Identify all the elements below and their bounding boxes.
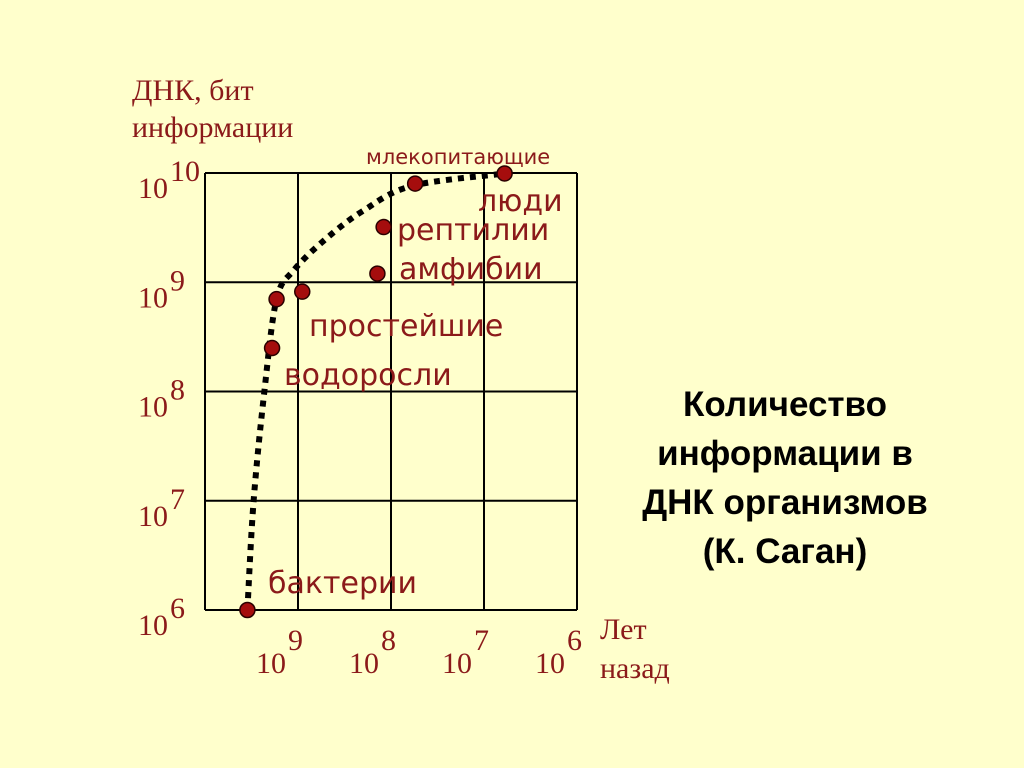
label-bacteria: бактерии [268, 566, 417, 601]
y-tick-exponent-4: 10 [170, 155, 200, 188]
data-point-0 [239, 601, 256, 619]
x-tick-label-3: 10 [535, 647, 565, 680]
y-axis-label-line-1: ДНК, бит [132, 74, 254, 107]
y-tick-label-4: 10 [138, 172, 168, 205]
x-tick-label-0: 10 [256, 647, 286, 680]
data-point-2 [268, 290, 285, 308]
x-axis-label-line-1: Лет [600, 613, 647, 646]
x-axis-label-line-2: назад [600, 652, 670, 685]
label-algae: водоросли [284, 358, 452, 393]
slide-title: Количество информации в ДНК организмов (… [610, 380, 960, 576]
slide-title-line-3: ДНК организмов [642, 483, 928, 522]
y-tick-label-0: 10 [138, 609, 168, 642]
x-tick-exponent-1: 8 [381, 624, 396, 657]
trend-curve [244, 170, 506, 611]
slide-title-line-1: Количество [683, 385, 887, 424]
label-mammals: млекопитающие [366, 145, 550, 169]
label-humans: люди [478, 184, 563, 219]
point-labels: бактерии водоросли простейшие амфибии рептил… [268, 145, 563, 601]
data-point-6 [406, 175, 424, 192]
y-tick-exponent-0: 6 [170, 592, 185, 625]
label-amphibians: амфибии [399, 252, 543, 287]
data-points [239, 165, 513, 619]
x-tick-label-1: 10 [349, 647, 379, 680]
x-tick-exponent-2: 7 [474, 624, 489, 657]
data-point-7 [496, 165, 513, 182]
y-tick-label-1: 10 [138, 500, 168, 533]
x-tick-label-2: 10 [442, 647, 472, 680]
data-point-3 [294, 283, 311, 300]
y-tick-exponent-2: 8 [170, 374, 185, 407]
data-point-4 [369, 265, 386, 282]
y-axis-label-line-2: информации [132, 111, 293, 144]
label-protozoa: простейшие [309, 309, 503, 344]
y-tick-label-2: 10 [138, 391, 168, 424]
chart-grid [204, 172, 578, 611]
slide-title-line-4: (К. Саган) [702, 532, 868, 571]
label-reptiles: рептилии [397, 213, 549, 248]
x-tick-exponent-3: 6 [567, 624, 582, 657]
y-tick-exponent-1: 7 [170, 483, 185, 516]
x-tick-exponent-0: 9 [288, 624, 303, 657]
slide-title-line-2: информации в [657, 434, 913, 473]
y-tick-label-3: 10 [138, 281, 168, 314]
y-axis-label: ДНК, бит информации [132, 74, 293, 144]
y-tick-exponent-3: 9 [170, 264, 185, 297]
data-point-1 [263, 339, 281, 357]
data-point-5 [375, 218, 392, 236]
x-axis-label: Лет назад [600, 613, 670, 685]
